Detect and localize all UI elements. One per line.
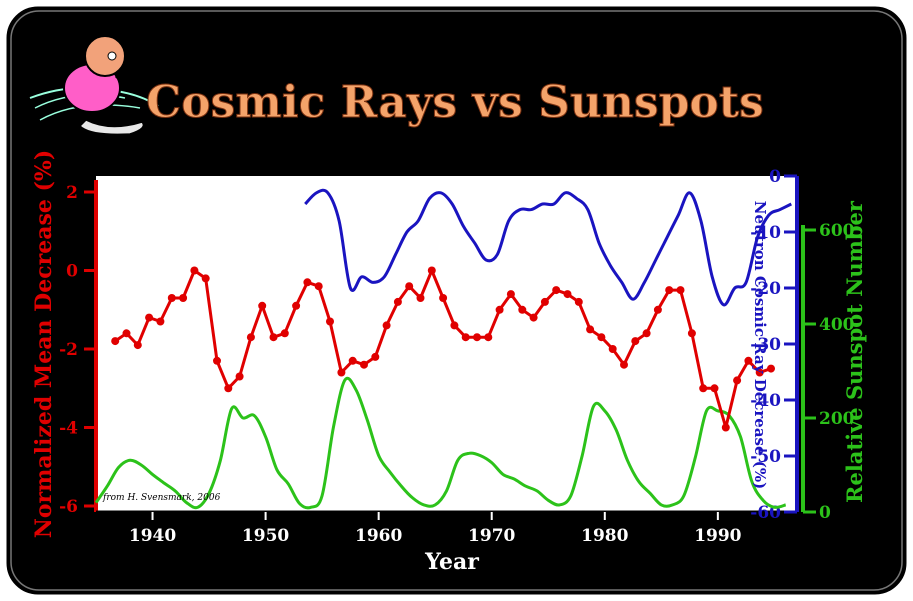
left-ticks: 2 0 -2 -4 -6 (59, 183, 96, 517)
data-point (258, 301, 267, 310)
data-point (439, 294, 448, 302)
green-tick-label: 400 (819, 315, 855, 335)
left-tick-label: 0 (66, 262, 78, 282)
data-point (620, 360, 628, 369)
series-sunspots (94, 376, 787, 510)
data-point (235, 372, 244, 381)
chart-title: Cosmic Rays vs Sunspots (146, 77, 764, 128)
data-point (699, 384, 708, 393)
data-point (337, 368, 346, 377)
data-point (133, 341, 142, 350)
x-tick-label: 1990 (694, 526, 741, 546)
data-point (111, 337, 120, 346)
data-point (721, 423, 730, 432)
x-axis-label: Year (424, 549, 479, 575)
data-point (156, 317, 165, 326)
data-point (405, 282, 414, 291)
inner-frame-line (10, 10, 903, 591)
green-tick-label: 200 (819, 409, 855, 429)
data-point (280, 329, 289, 338)
data-point (122, 329, 131, 338)
data-point (246, 333, 255, 342)
blue-tick-label: -30 (750, 335, 781, 355)
data-point (529, 313, 538, 322)
data-point (190, 266, 199, 275)
data-point (269, 333, 278, 342)
data-point (213, 356, 221, 365)
data-point (755, 368, 764, 377)
cartoon-figure-icon (29, 35, 159, 136)
credit-text: from H. Svensmark, 2006 (102, 493, 221, 503)
x-ticks: 1940 1950 1960 1970 1980 1990 (129, 512, 742, 546)
blue-tick-label: -50 (750, 447, 781, 467)
green-tick-label: 0 (819, 503, 831, 523)
data-point (473, 333, 481, 342)
data-point (201, 274, 210, 283)
data-point (326, 317, 334, 326)
blue-tick-label: 0 (769, 167, 781, 187)
data-point (303, 278, 312, 287)
data-point (597, 333, 606, 342)
data-point (314, 282, 323, 291)
data-point (393, 297, 402, 306)
data-point (371, 352, 380, 361)
data-point (563, 290, 572, 299)
data-point (450, 321, 459, 330)
blue-tick-label: -40 (750, 391, 781, 411)
left-tick-label: 2 (66, 183, 78, 203)
x-tick-label: 1980 (581, 526, 628, 546)
data-point (382, 321, 391, 330)
data-point (484, 333, 493, 342)
data-point (710, 384, 719, 393)
left-tick-label: -2 (59, 340, 78, 360)
data-point (767, 364, 775, 373)
x-tick-label: 1940 (129, 526, 176, 546)
data-point (631, 337, 640, 346)
data-point (653, 305, 662, 314)
x-tick-label: 1950 (242, 526, 289, 546)
series-normalized (111, 266, 775, 432)
data-point (552, 286, 561, 295)
plot-area (96, 176, 797, 512)
data-point (744, 356, 753, 365)
blue-axis-label: Neutron Cosmic Ray Decrease (%) (751, 201, 769, 489)
series-line (94, 376, 787, 510)
data-point (348, 356, 357, 365)
data-point (733, 376, 742, 385)
green-axis-label: Relative Sunspot Number (842, 200, 867, 503)
data-point (518, 305, 527, 314)
x-tick-label: 1970 (468, 526, 515, 546)
series-neutron (304, 188, 792, 307)
x-tick-label: 1960 (355, 526, 402, 546)
data-point (642, 329, 651, 338)
series-line (304, 188, 792, 307)
data-point (167, 294, 176, 302)
data-point (145, 313, 154, 322)
data-point (360, 360, 368, 369)
left-tick-label: -4 (59, 419, 78, 439)
data-point (292, 301, 301, 310)
data-point (687, 329, 696, 338)
green-tick-label: 600 (819, 221, 855, 241)
data-point (506, 290, 515, 299)
data-point (676, 286, 685, 295)
data-point (540, 297, 549, 306)
blue-tick-label: -20 (750, 279, 781, 299)
data-point (495, 305, 504, 314)
data-point (665, 286, 674, 295)
data-point (224, 384, 233, 393)
data-point (586, 325, 595, 334)
data-point (608, 345, 617, 353)
data-point (427, 266, 436, 275)
green-ticks: 600 400 200 0 (803, 221, 855, 523)
left-tick-label: -6 (59, 497, 78, 517)
data-point (574, 297, 583, 306)
left-axis-label: Normalized Mean Decrease (%) (31, 150, 57, 539)
data-point (416, 294, 425, 302)
data-point (461, 333, 470, 342)
data-point (179, 294, 188, 302)
